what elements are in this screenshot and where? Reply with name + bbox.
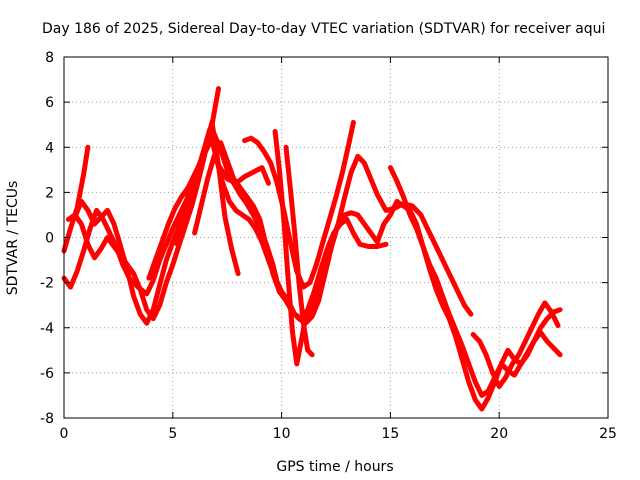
y-tick-label: -6 [40, 366, 54, 382]
series-line-sat-5 [146, 131, 282, 295]
y-tick-label: 6 [45, 95, 54, 111]
y-tick-label: 8 [45, 50, 54, 66]
x-tick-label: 25 [599, 426, 617, 442]
series-line-sat-4 [72, 119, 241, 326]
series-group [61, 86, 563, 412]
y-tick-label: -2 [40, 276, 54, 292]
axis-ticks: 0 5 10 15 20 25 -8 -6 -4 -2 0 2 4 6 8 [40, 50, 617, 442]
series-line-sat-3 [65, 86, 221, 322]
y-tick-label: 2 [45, 185, 54, 201]
x-axis-label: GPS time / hours [276, 459, 393, 475]
series-line-sat-10 [283, 144, 315, 358]
x-tick-label: 20 [490, 426, 508, 442]
y-tick-label: -4 [40, 321, 54, 337]
series-line-sat-9 [272, 129, 563, 412]
x-tick-label: 10 [273, 426, 291, 442]
y-tick-label: 4 [45, 140, 54, 156]
x-tick-label: 5 [168, 426, 177, 442]
y-tick-label: -8 [40, 411, 54, 427]
y-axis-label: SDTVAR / TECUs [5, 181, 21, 296]
series-line-sat-11 [387, 165, 563, 398]
series-line-sat-7 [192, 140, 474, 326]
chart-title: Day 186 of 2025, Sidereal Day-to-day VTE… [42, 21, 605, 37]
x-tick-label: 0 [60, 426, 69, 442]
series-line-sat-1 [61, 138, 271, 297]
y-tick-label: 0 [45, 231, 54, 247]
series-line-sat-12 [470, 300, 561, 389]
x-tick-label: 15 [381, 426, 399, 442]
